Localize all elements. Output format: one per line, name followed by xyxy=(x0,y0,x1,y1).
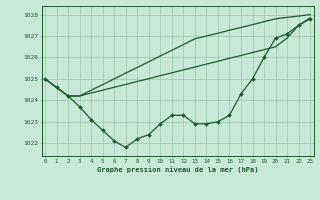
X-axis label: Graphe pression niveau de la mer (hPa): Graphe pression niveau de la mer (hPa) xyxy=(97,167,258,173)
